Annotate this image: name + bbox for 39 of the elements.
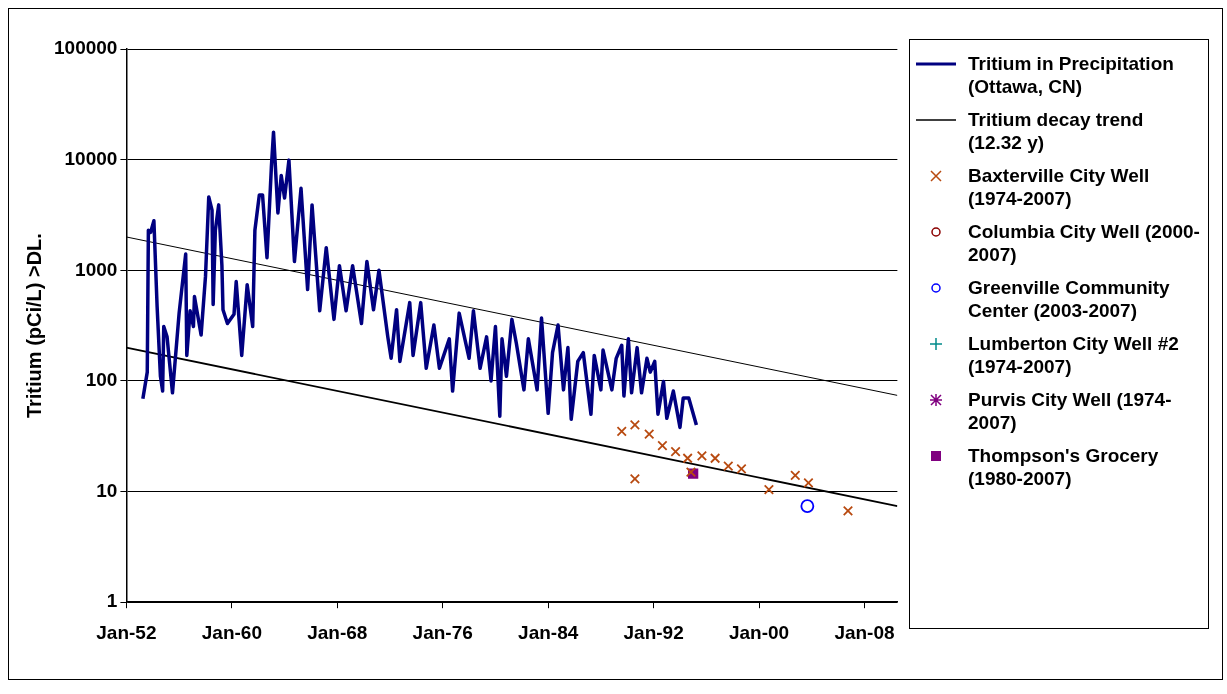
legend-label: Lumberton City Well #2 (1974-2007) xyxy=(968,332,1180,378)
point xyxy=(800,499,815,513)
point xyxy=(842,505,854,516)
x-tick-label: Jan-76 xyxy=(412,621,473,643)
legend-label: Columbia City Well (2000-2007) xyxy=(968,220,1201,266)
legend-label: Purvis City Well (1974-2007) xyxy=(968,388,1173,434)
x-tick-label: Jan-08 xyxy=(834,621,895,643)
x-tick-label: Jan-84 xyxy=(518,621,579,643)
point xyxy=(736,463,747,475)
legend-label: Tritium decay trend (12.32 y) xyxy=(968,108,1145,154)
point xyxy=(644,429,655,440)
point xyxy=(763,484,775,495)
x-tick-label: Jan-52 xyxy=(96,621,157,643)
point xyxy=(723,460,734,472)
point xyxy=(682,453,693,464)
x-tick-label: Jan-00 xyxy=(728,621,790,643)
point xyxy=(803,477,814,488)
y-axis-title: Tritium (pCi/L) >DL. xyxy=(22,233,45,419)
y-tick-label: 100 xyxy=(85,369,118,391)
point xyxy=(629,473,641,485)
y-tick-label: 1000 xyxy=(75,258,118,280)
point xyxy=(616,426,627,437)
legend-label: Baxterville City Well (1974-2007) xyxy=(968,164,1151,210)
legend-label: Greenville Community Center (2003-2007) xyxy=(968,276,1171,322)
point xyxy=(657,440,668,451)
point xyxy=(709,453,721,464)
x-tick-label: Jan-92 xyxy=(623,621,684,643)
y-tick-label: 1 xyxy=(106,590,118,612)
point xyxy=(696,450,708,462)
point xyxy=(629,419,641,431)
y-tick-label: 100000 xyxy=(54,37,118,59)
y-tick-label: 10000 xyxy=(64,147,118,169)
point xyxy=(790,470,801,481)
legend-label: Thompson's Grocery (1980-2007) xyxy=(968,444,1160,490)
x-tick-label: Jan-60 xyxy=(201,621,262,643)
y-tick-label: 10 xyxy=(96,479,118,501)
legend-label: Tritium in Precipitation (Ottawa, CN) xyxy=(968,52,1175,98)
x-tick-label: Jan-68 xyxy=(307,621,368,643)
point xyxy=(670,446,681,457)
